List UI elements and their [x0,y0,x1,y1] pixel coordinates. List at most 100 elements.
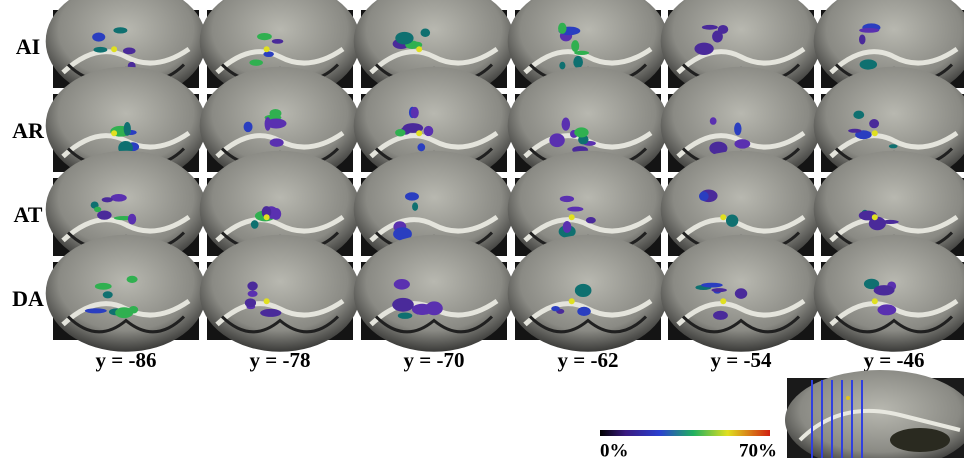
activation-peak [569,214,575,220]
column-label: y = -78 [250,348,311,372]
activation-blob [95,283,112,290]
activation-blob [726,214,738,226]
activation-blob [859,28,879,33]
activation-blob [127,276,138,283]
activation-blob [102,197,113,202]
activation-blob [853,111,864,119]
colorbar-min-label: 0% [600,440,629,458]
activation-blob [94,207,101,212]
activation-blob [860,59,877,69]
activation-blob [701,283,723,288]
activation-blob [272,39,284,44]
activation-blob [571,40,579,52]
figure-canvas: AI AR AT DA y = -86 y = -78 y = -70 y = -62 y = … [0,0,964,458]
activation-blob [115,307,133,318]
slice-brain [354,235,515,352]
activation-blob [249,59,263,65]
activation-blob [549,133,564,147]
column-label: y = -46 [864,348,925,372]
activation-blob [558,23,566,34]
brain-slice [200,235,361,352]
activation-blob [85,308,107,313]
activation-blob [103,291,113,298]
activation-peak [111,130,117,136]
column-label: y = -62 [558,348,619,372]
activation-blob [710,117,717,125]
activation-blob [395,129,405,136]
activation-peak [569,298,575,304]
activation-blob [392,298,414,312]
row-label: AT [14,202,43,227]
activation-blob [694,43,713,55]
activation-blob [426,301,443,315]
activation-blob [574,127,588,137]
activation-blob [881,220,898,224]
activation-blob [263,51,273,57]
column-label: y = -54 [711,348,772,372]
activation-blob [113,27,127,33]
activation-peak [872,214,878,220]
activation-blob [411,107,419,118]
activation-blob [394,279,410,290]
activation-blob [567,207,583,212]
brain-slice [661,235,822,352]
activation-blob [128,214,136,225]
activation-peak [872,130,878,136]
activation-blob [859,34,865,44]
activation-peak [111,46,117,52]
colorbar-max-label: 70% [739,440,777,458]
activation-blob [713,311,728,320]
activation-blob [712,31,723,43]
activation-blob [559,62,565,70]
row-label: AI [16,34,40,59]
activation-blob [92,33,105,42]
activation-blob [424,126,434,136]
activation-blob [573,56,583,68]
activation-blob [735,288,747,299]
activation-peak [720,298,726,304]
activation-blob [734,139,750,148]
activation-peak [872,298,878,304]
activation-blob [702,25,718,30]
column-label: y = -70 [404,348,465,372]
figure: AI AR AT DA y = -86 y = -78 y = -70 y = -62 y = … [0,0,964,458]
activation-blob [244,122,253,133]
activation-blob [270,138,284,146]
activation-blob [577,307,591,316]
activation-blob [562,118,571,131]
activation-blob [247,282,257,291]
activation-peak [264,214,270,220]
slice-brain [200,235,361,352]
activation-blob [417,143,425,151]
activation-blob [398,312,412,318]
row-label: DA [12,286,44,311]
activation-blob [111,194,127,202]
activation-blob [869,119,879,128]
activation-blob [405,192,419,200]
column-label: y = -86 [96,348,157,372]
activation-blob [123,47,136,54]
activation-blob [245,298,256,307]
activation-peak [264,46,270,52]
activation-blob [734,123,741,136]
activation-blob [266,119,287,129]
activation-blob [586,217,596,223]
activation-blob [257,33,272,40]
activation-peak [416,46,422,52]
brain-slice [46,235,207,352]
activation-peak [720,214,726,220]
activation-blob [94,47,108,53]
activation-blob [97,211,112,220]
activation-blob [124,122,131,136]
slice-grid [46,0,964,352]
activation-blob [889,144,898,148]
sagittal-inset [785,370,964,458]
activation-blob [248,290,258,296]
brain-slice [354,235,515,352]
activation-blob [560,196,574,202]
brain-slice [508,235,669,352]
colorbar [600,430,770,436]
row-label: AR [12,118,45,143]
slice-brain [46,235,207,352]
activation-blob [563,221,572,233]
